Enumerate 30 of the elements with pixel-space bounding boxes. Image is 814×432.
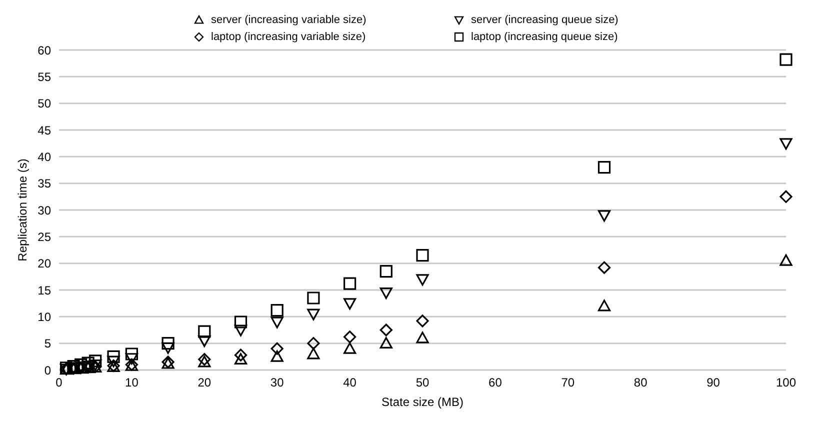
y-tick-label: 35 — [38, 176, 52, 191]
x-tick-label: 40 — [343, 376, 357, 390]
y-tick-label: 50 — [38, 96, 52, 111]
x-tick-label: 60 — [488, 376, 502, 390]
x-axis-title: State size (MB) — [381, 395, 464, 409]
legend-label: server (increasing variable size) — [211, 14, 366, 26]
x-tick-label: 100 — [776, 376, 796, 390]
y-tick-label: 45 — [38, 123, 52, 138]
y-tick-label: 30 — [38, 203, 52, 218]
y-tick-label: 40 — [38, 150, 52, 164]
x-tick-label: 80 — [634, 376, 648, 390]
x-tick-label: 70 — [561, 376, 575, 390]
x-tick-label: 10 — [125, 376, 139, 390]
y-tick-label: 0 — [44, 363, 52, 378]
x-tick-label: 90 — [706, 376, 720, 390]
legend-label: laptop (increasing queue size) — [471, 31, 618, 43]
y-tick-label: 20 — [38, 256, 52, 271]
y-tick-label: 15 — [38, 283, 52, 298]
y-axis-title: Replication time (s) — [15, 158, 30, 262]
y-tick-label: 25 — [38, 230, 52, 244]
legend-label: server (increasing queue size) — [471, 14, 618, 26]
y-tick-label: 5 — [44, 336, 52, 351]
y-tick-label: 55 — [38, 70, 52, 84]
x-tick-label: 50 — [416, 376, 430, 390]
legend-label: laptop (increasing variable size) — [211, 31, 366, 43]
x-tick-label: 20 — [198, 376, 212, 390]
y-tick-label: 60 — [38, 43, 52, 58]
x-tick-label: 30 — [270, 376, 284, 390]
x-tick-label: 0 — [56, 376, 63, 390]
y-tick-label: 10 — [38, 310, 52, 324]
